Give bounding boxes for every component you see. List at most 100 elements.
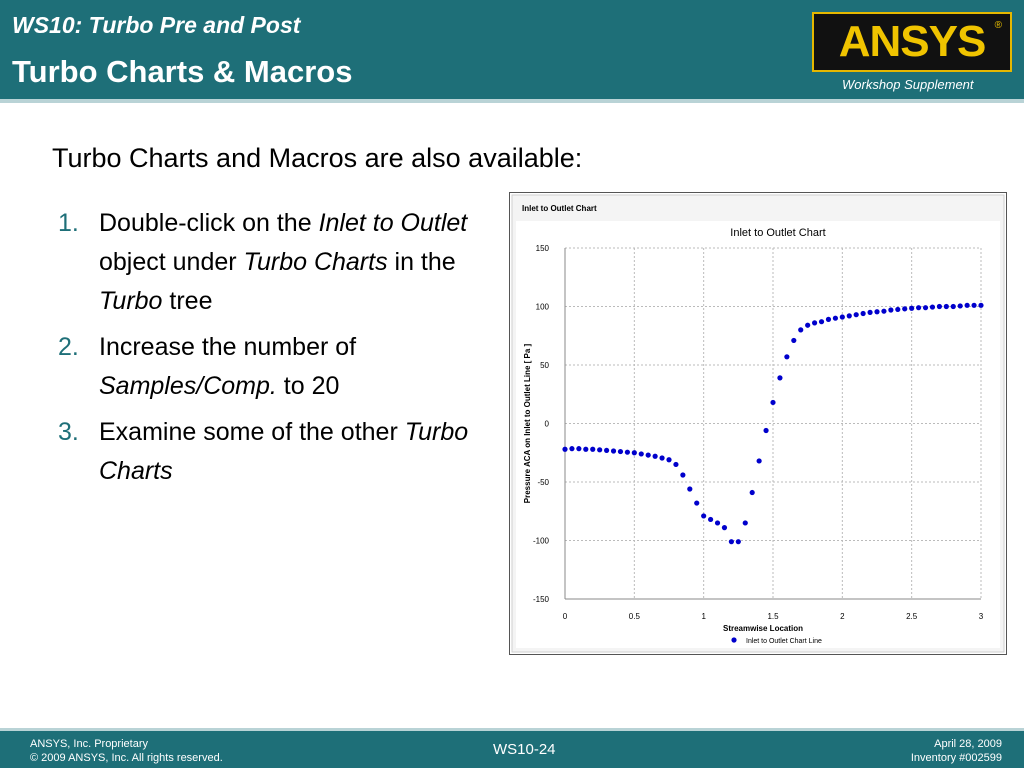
data-point (916, 305, 922, 311)
logo-text: ANSYS (838, 17, 987, 66)
y-tick-label: 150 (536, 244, 550, 253)
data-point (777, 375, 783, 381)
data-point (597, 447, 603, 453)
y-tick-label: 100 (536, 303, 550, 312)
x-tick-label: 3 (979, 612, 984, 621)
data-point (971, 302, 977, 308)
data-point (832, 315, 838, 321)
data-point (652, 453, 658, 459)
data-point (638, 451, 644, 457)
data-point (763, 427, 769, 434)
ansys-logo: ANSYS ® (812, 12, 1012, 72)
step-number: 3. (58, 418, 79, 446)
data-point (770, 399, 776, 406)
x-tick-label: 2 (840, 612, 845, 621)
step-item: 1. Double-click on the Inlet to Outlet o… (58, 204, 488, 321)
step-text-part: in the (387, 248, 456, 276)
data-point (929, 304, 936, 310)
step-item: 3. Examine some of the other Turbo Chart… (58, 413, 488, 491)
data-point (936, 303, 942, 310)
data-point (617, 448, 624, 455)
footer-proprietary: ANSYS, Inc. Proprietary (30, 738, 148, 750)
data-point (902, 306, 908, 312)
step-text-part: tree (162, 287, 213, 315)
data-point (701, 513, 707, 519)
footer-inventory: Inventory #002599 (910, 752, 1002, 764)
chart-title: Inlet to Outlet Chart (730, 227, 825, 239)
data-point (680, 472, 686, 478)
logo-registered-mark: ® (994, 20, 1002, 31)
footer-divider (0, 728, 1024, 731)
data-point (756, 458, 762, 464)
data-point (583, 446, 589, 452)
data-point (853, 312, 859, 318)
data-point (867, 309, 873, 315)
data-point (708, 516, 714, 523)
y-tick-label: 50 (540, 361, 549, 370)
y-tick-label: -150 (533, 595, 550, 604)
data-point (888, 307, 894, 313)
header-divider (0, 99, 1024, 103)
data-point (687, 486, 693, 492)
data-point (874, 309, 880, 315)
step-text-emphasis: Inlet to Outlet (318, 209, 468, 237)
data-point (791, 337, 797, 344)
slide-footer: ANSYS, Inc. Proprietary © 2009 ANSYS, In… (0, 731, 1024, 768)
slide-subtitle: WS10: Turbo Pre and Post (12, 12, 301, 38)
chart-screenshot-frame: Inlet to Outlet Chart Inlet to Outlet Ch… (509, 192, 1007, 655)
data-point (909, 305, 915, 311)
legend-marker (731, 637, 737, 643)
data-point (624, 449, 630, 455)
slide-title: Turbo Charts & Macros (12, 54, 353, 89)
steps-list: 1. Double-click on the Inlet to Outlet o… (58, 204, 488, 498)
inlet-outlet-chart: Inlet to Outlet Chart Inlet to Outlet Ch… (511, 194, 1005, 653)
y-axis-label: Pressure ACA on Inlet to Outlet Line [ P… (523, 343, 532, 503)
footer-date: April 28, 2009 (934, 738, 1002, 750)
data-point (839, 314, 845, 320)
step-text: Increase the number of Samples/Comp. to … (99, 333, 356, 400)
data-point (728, 539, 734, 545)
data-point (694, 500, 700, 506)
chart-panel-label: Inlet to Outlet Chart (522, 204, 597, 213)
data-point (576, 446, 582, 452)
y-tick-label: -50 (537, 478, 549, 487)
data-point (645, 452, 651, 458)
x-tick-label: 1.5 (767, 612, 779, 621)
step-text-emphasis: Turbo Charts (99, 418, 469, 485)
step-text: Double-click on the Inlet to Outlet obje… (99, 209, 467, 315)
intro-text: Turbo Charts and Macros are also availab… (52, 143, 583, 173)
footer-rights: © 2009 ANSYS, Inc. All rights reserved. (30, 752, 223, 764)
data-point (569, 446, 575, 452)
data-point (673, 461, 679, 468)
step-text-emphasis: Samples/Comp. (99, 372, 277, 400)
y-tick-label: -100 (533, 537, 550, 546)
data-point (978, 302, 984, 308)
step-text-part: Examine some of the other (99, 418, 405, 446)
step-text-part: object under (99, 248, 244, 276)
data-point (610, 448, 617, 454)
x-tick-label: 0 (563, 612, 568, 621)
slide-number: WS10-24 (493, 741, 556, 758)
data-point (721, 525, 728, 531)
footer-date-inventory: April 28, 2009 Inventory #002599 (911, 737, 1002, 765)
data-point (950, 303, 956, 310)
legend-label: Inlet to Outlet Chart Line (746, 638, 822, 645)
data-point (812, 320, 818, 326)
data-point (943, 303, 949, 310)
x-tick-label: 2.5 (906, 612, 918, 621)
data-point (964, 302, 970, 308)
data-point (895, 306, 901, 313)
data-point (805, 322, 811, 328)
data-point (631, 450, 637, 456)
data-point (714, 520, 721, 526)
data-point (818, 319, 825, 325)
data-point (604, 447, 610, 454)
data-point (798, 327, 804, 333)
slide-header: WS10: Turbo Pre and Post Turbo Charts & … (0, 0, 1024, 99)
step-number: 2. (58, 333, 79, 361)
y-tick-label: 0 (545, 420, 550, 429)
step-text-part: to 20 (276, 372, 340, 400)
step-text-part: Increase the number of (99, 333, 357, 361)
footer-copyright: ANSYS, Inc. Proprietary © 2009 ANSYS, In… (30, 737, 223, 765)
step-text-emphasis: Turbo (99, 287, 163, 315)
